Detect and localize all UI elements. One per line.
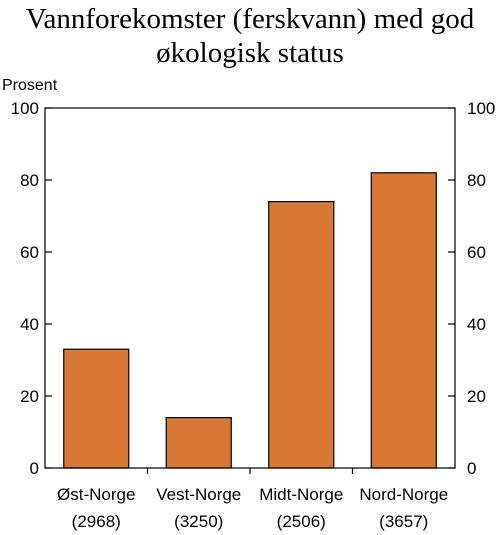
category-count-2: (2506)	[277, 512, 326, 531]
y-tick-label-right-0: 0	[467, 459, 476, 478]
category-label-0: Øst-Norge	[57, 485, 135, 504]
axes-group	[44, 107, 456, 474]
y-tick-label-right-2: 40	[467, 315, 486, 334]
bar-2	[268, 201, 335, 469]
y-tick-label-left-1: 20	[20, 387, 39, 406]
category-count-3: (3657)	[379, 512, 428, 531]
y-tick-label-left-0: 0	[30, 459, 39, 478]
y-axis-label: Prosent	[2, 77, 58, 94]
y-tick-label-right-3: 60	[467, 243, 486, 262]
category-label-1: Vest-Norge	[156, 485, 241, 504]
category-label-3: Nord-Norge	[359, 485, 448, 504]
category-labels-group: Øst-Norge (2968) Vest-Norge (3250) Midt-Norg…	[57, 485, 448, 531]
category-count-0: (2968)	[72, 512, 121, 531]
chart-title-line-2: økologisk status	[156, 37, 344, 69]
bars-group	[63, 172, 437, 469]
y-tick-label-left-5: 100	[11, 99, 39, 118]
y-tick-label-left-2: 40	[20, 315, 39, 334]
bar-3	[370, 172, 437, 469]
y-tick-label-right-5: 100	[467, 99, 495, 118]
chart-title-line-1: Vannforekomster (ferskvann) med god	[25, 3, 475, 35]
bar-1	[165, 417, 232, 469]
y-tick-label-right-1: 20	[467, 387, 486, 406]
category-count-1: (3250)	[174, 512, 223, 531]
chart-title: Vannforekomster (ferskvann) med god økol…	[0, 2, 500, 70]
bar-0	[63, 348, 130, 469]
category-label-2: Midt-Norge	[259, 485, 343, 504]
ticks-group: 0 0 20 20 40 40 60 60 80 80 100 100	[11, 99, 496, 478]
y-tick-label-right-4: 80	[467, 171, 486, 190]
y-tick-label-left-3: 60	[20, 243, 39, 262]
y-tick-label-left-4: 80	[20, 171, 39, 190]
